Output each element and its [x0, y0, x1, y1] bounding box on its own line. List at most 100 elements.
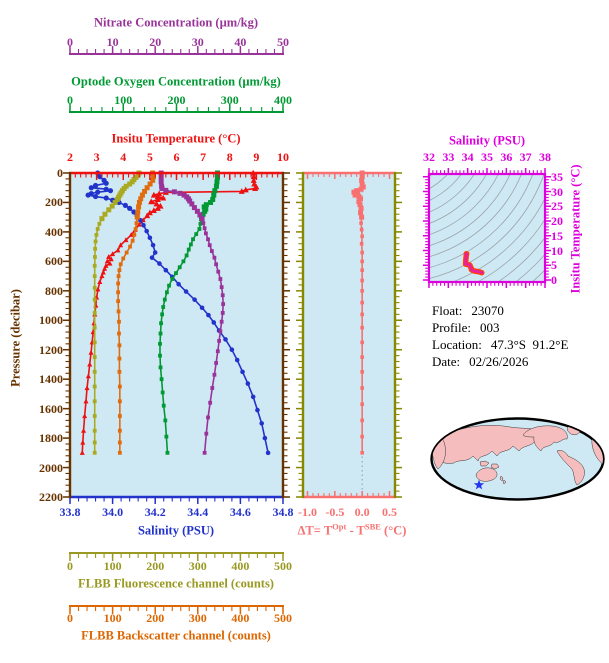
- oxygen-axis-title: Optode Oxygen Concentration (µm/kg): [71, 74, 281, 89]
- tick-label: 300: [188, 559, 207, 573]
- tick-label: 38: [539, 150, 551, 164]
- tick-label: 0.0: [354, 505, 370, 519]
- tick-label: 4: [120, 150, 127, 164]
- tick-label: 34.4: [187, 505, 209, 519]
- series-oxygen: [158, 170, 221, 455]
- tick-label: 400: [231, 559, 250, 573]
- tick-label: 500: [274, 611, 292, 625]
- tick-label: 400: [45, 224, 63, 239]
- tick-label: 35: [481, 150, 493, 164]
- tick-label: 200: [167, 93, 186, 107]
- tick-label: 200: [146, 611, 165, 625]
- profile-frame: [63, 171, 290, 504]
- tick-label: 1400: [39, 372, 63, 387]
- series-salinity: [85, 170, 271, 456]
- float-info-location: Location: 47.3°S 91.2°E: [432, 337, 569, 352]
- tick-label: 0: [57, 166, 63, 180]
- tick-label: 50: [277, 35, 289, 49]
- tick-label: -0.5: [325, 505, 345, 519]
- tick-label: 37: [519, 150, 532, 164]
- tick-label: 2200: [39, 490, 63, 504]
- series-temperature: [79, 169, 260, 455]
- tick-label: 500: [274, 559, 292, 573]
- float-info-profile: Profile: 003: [432, 320, 500, 335]
- tick-label: 200: [45, 195, 63, 210]
- tick-label: 3: [93, 150, 100, 164]
- tick-label: 5: [146, 150, 153, 164]
- tick-label: 34.2: [144, 505, 166, 519]
- profile-series: [79, 169, 271, 456]
- tick-label: 8: [226, 150, 233, 164]
- tick-label: 7: [200, 150, 207, 164]
- salinity-axis-title: Salinity (PSU): [137, 523, 215, 538]
- float-info: Float: 23070 Profile: 003 Location: 47.3°S …: [432, 302, 568, 370]
- tick-label: 1200: [39, 342, 63, 357]
- tick-label: 10: [551, 243, 563, 258]
- tick-label: 100: [114, 93, 133, 107]
- world-map: [430, 417, 605, 501]
- delta-axis-title: ΔT= TOpt - TSBE (°C): [297, 521, 407, 538]
- tick-label: 10: [277, 150, 289, 164]
- tick-label: 600: [45, 254, 63, 269]
- tick-label: 33.8: [59, 505, 81, 519]
- pressure-axis-title: Pressure (decibar): [8, 289, 23, 387]
- tick-label: 1000: [39, 313, 63, 328]
- backscatter-axis-title: FLBB Backscatter channel (counts): [81, 628, 271, 643]
- float-location-star-icon: [473, 479, 485, 490]
- map-land: [432, 425, 603, 486]
- ts-diagram: [423, 168, 551, 288]
- tick-label: 15: [551, 228, 563, 243]
- tick-label: 40: [234, 35, 247, 49]
- tick-label: 20: [149, 35, 162, 49]
- tick-label: 36: [500, 150, 513, 164]
- axis: [69, 46, 284, 55]
- tick-label: 100: [103, 559, 122, 573]
- axis: [69, 104, 284, 113]
- tick-label: 34.8: [272, 505, 294, 519]
- tick-label: 0: [67, 559, 73, 573]
- ts-plot-title: Salinity (PSU): [448, 133, 526, 148]
- float-info-float: Float: 23070: [432, 303, 504, 318]
- tick-label: 34.0: [102, 505, 124, 519]
- tick-label: 6: [173, 150, 180, 164]
- temperature-axis-title: Insitu Temperature (°C): [111, 131, 241, 146]
- series-backscatter: [116, 170, 156, 455]
- tick-label: 20: [551, 214, 563, 228]
- tick-label: 300: [188, 611, 207, 625]
- tick-label: 0: [67, 611, 73, 625]
- tick-label: 34.6: [229, 505, 251, 519]
- tick-label: 33: [442, 150, 455, 164]
- tick-label: 5: [551, 258, 557, 273]
- tick-label: 0: [67, 35, 73, 49]
- tick-label: 2000: [39, 460, 63, 475]
- tick-label: 1800: [39, 431, 63, 446]
- float-info-date: Date: 02/26/2026: [432, 354, 529, 369]
- axis: [69, 605, 284, 614]
- tick-label: 100: [103, 611, 122, 625]
- tick-label: 200: [146, 559, 165, 573]
- tick-label: 400: [274, 93, 292, 107]
- fluorescence-axis-title: FLBB Fluorescence channel (counts): [78, 576, 274, 591]
- tick-label: 400: [231, 611, 250, 625]
- delta-panel: [296, 170, 402, 499]
- tick-label: 300: [220, 93, 239, 107]
- tick-label: -1.0: [298, 505, 317, 519]
- tick-label: 25: [551, 199, 563, 214]
- tick-label: 32: [423, 150, 435, 164]
- tick-label: 34: [461, 150, 474, 164]
- tick-label: 0: [67, 93, 73, 107]
- tick-label: 800: [45, 283, 63, 298]
- nitrate-axis-title: Nitrate Concentration (µm/kg): [93, 15, 259, 30]
- tick-label: 0.5: [382, 505, 397, 519]
- tick-label: 10: [106, 35, 119, 49]
- tick-label: 2: [67, 150, 73, 164]
- ts-temperature-axis-title: Insitu Temperature (°C): [568, 164, 583, 294]
- tick-label: 0: [551, 273, 557, 287]
- axis: [69, 552, 284, 561]
- tick-label: 9: [253, 150, 260, 164]
- tick-label: 35: [551, 169, 563, 184]
- tick-label: 1600: [39, 401, 63, 416]
- series-fluorescence: [92, 170, 142, 455]
